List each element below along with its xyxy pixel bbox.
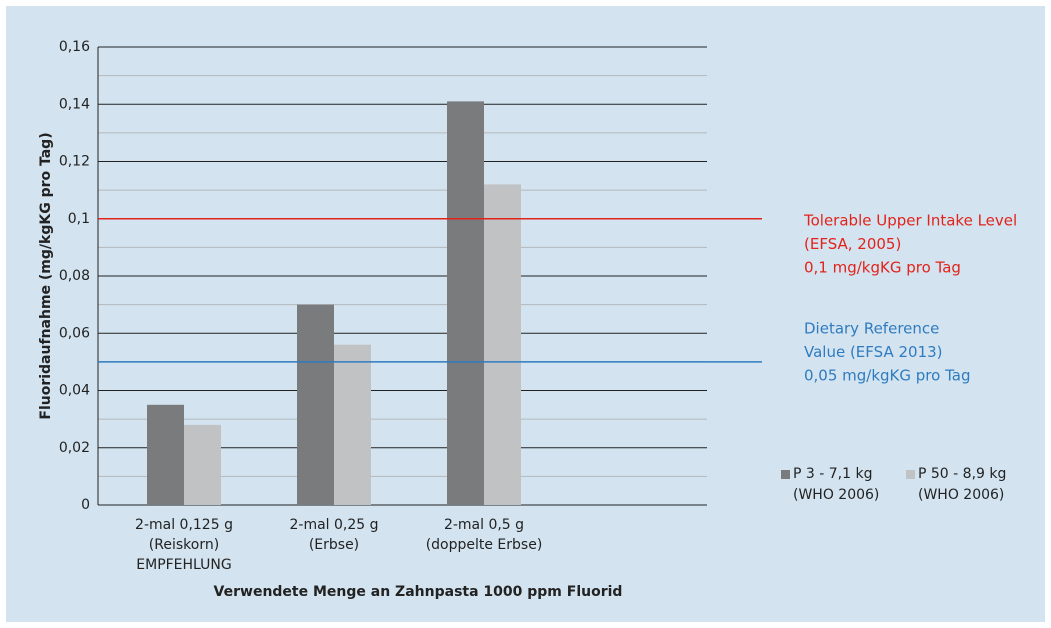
y-tick-label: 0,1 [68,211,90,227]
annotation: Dietary Reference [804,319,939,337]
x-tick-label: EMPFEHLUNG [136,557,231,573]
x-tick-label: 2-mal 0,125 g [135,517,233,533]
annotation: Tolerable Upper Intake Level [803,211,1017,229]
legend-swatch [781,470,790,479]
y-tick-label: 0 [81,497,90,513]
bar [147,404,184,505]
y-tick-label: 0,14 [59,96,90,112]
annotation: (EFSA, 2005) [804,235,901,253]
y-tick-label: 0,02 [59,440,90,456]
x-tick-label: (Reiskorn) [149,537,219,553]
bar [184,424,221,505]
x-tick-label: (Erbse) [309,537,359,553]
annotation: Value (EFSA 2013) [804,343,943,361]
y-tick-label: 0,06 [59,325,90,341]
background [6,6,1045,622]
bar [334,344,371,505]
legend-swatch [906,470,915,479]
y-axis-title: Fluoridaufnahme (mg/kgKG pro Tag) [38,132,54,419]
y-tick-label: 0,08 [59,268,90,284]
bar [447,101,484,505]
annotation: 0,05 mg/kgKG pro Tag [804,366,971,384]
legend-label: P 3 - 7,1 kg (WHO 2006) [793,466,880,503]
x-tick-label: 2-mal 0,5 g [444,517,524,533]
y-tick-label: 0,12 [59,154,90,170]
x-axis-title: Verwendete Menge an Zahnpasta 1000 ppm F… [214,584,623,600]
y-tick-label: 0,04 [59,383,90,399]
legend-label: P 50 - 8,9 kg (WHO 2006) [918,466,1007,503]
x-tick-label: (doppelte Erbse) [426,537,543,553]
annotation: 0,1 mg/kgKG pro Tag [804,258,961,276]
x-tick-label: 2-mal 0,25 g [289,517,378,533]
y-tick-label: 0,16 [59,39,90,55]
bar [484,184,521,505]
bar [297,304,334,505]
